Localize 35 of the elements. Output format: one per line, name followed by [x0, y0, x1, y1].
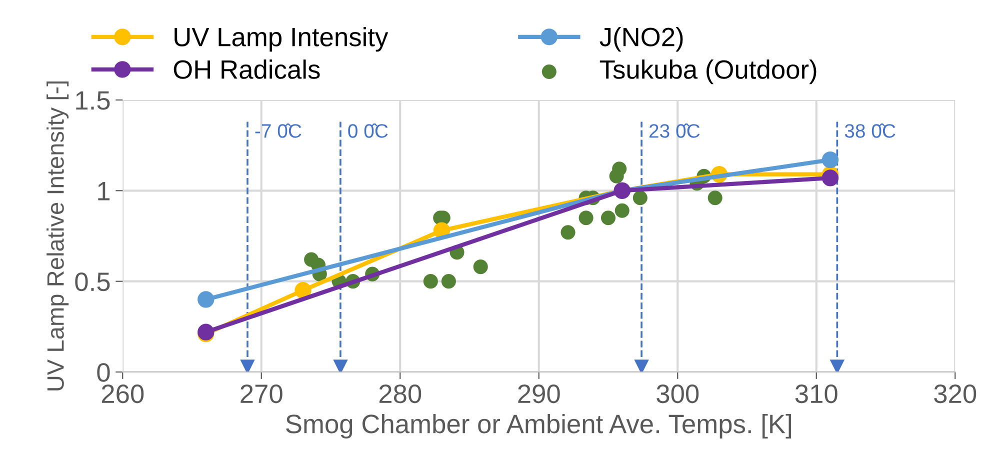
y-tick-label: 0	[97, 363, 110, 382]
legend-label: J(NO2)	[600, 27, 683, 52]
y-tick-label: 1.5	[76, 91, 110, 110]
point	[614, 203, 630, 218]
point	[423, 274, 438, 289]
legend-label: Tsukuba (Outdoor)	[600, 60, 816, 84]
point	[822, 151, 839, 168]
ref-line-label: 0 0̂C	[348, 123, 388, 138]
x-tick-label: 320	[934, 384, 976, 404]
legend-label: OH Radicals	[174, 60, 320, 79]
legend-label: UV Lamp Intensity	[174, 27, 388, 52]
x-tick-label: 300	[656, 384, 699, 404]
point	[708, 190, 722, 206]
ref-line-label: 38 0̂C	[844, 123, 896, 138]
point	[198, 291, 214, 308]
y-tick-label: 0.5	[75, 272, 110, 292]
point	[612, 162, 627, 176]
ref-line-label: 23 0̂C	[649, 123, 700, 138]
point	[632, 190, 648, 206]
x-tick-label: 260	[102, 384, 144, 404]
point	[822, 170, 839, 186]
x-tick-label: 280	[379, 384, 422, 404]
x-tick-label: 270	[240, 384, 282, 404]
point	[473, 260, 488, 274]
point	[441, 274, 456, 289]
x-tick-label: 290	[518, 384, 560, 404]
point	[560, 225, 576, 240]
y-axis-title: UV Lamp Relative Intensity [-]	[46, 82, 69, 390]
point	[294, 282, 312, 299]
x-axis-title: Smog Chamber or Ambient Ave. Temps. [K]	[286, 414, 792, 439]
point	[600, 210, 616, 226]
x-tick-label: 310	[795, 384, 838, 404]
y-tick-label: 1	[98, 182, 110, 200]
ref-line-label: -7 0̂C	[255, 123, 302, 138]
point	[578, 210, 594, 226]
